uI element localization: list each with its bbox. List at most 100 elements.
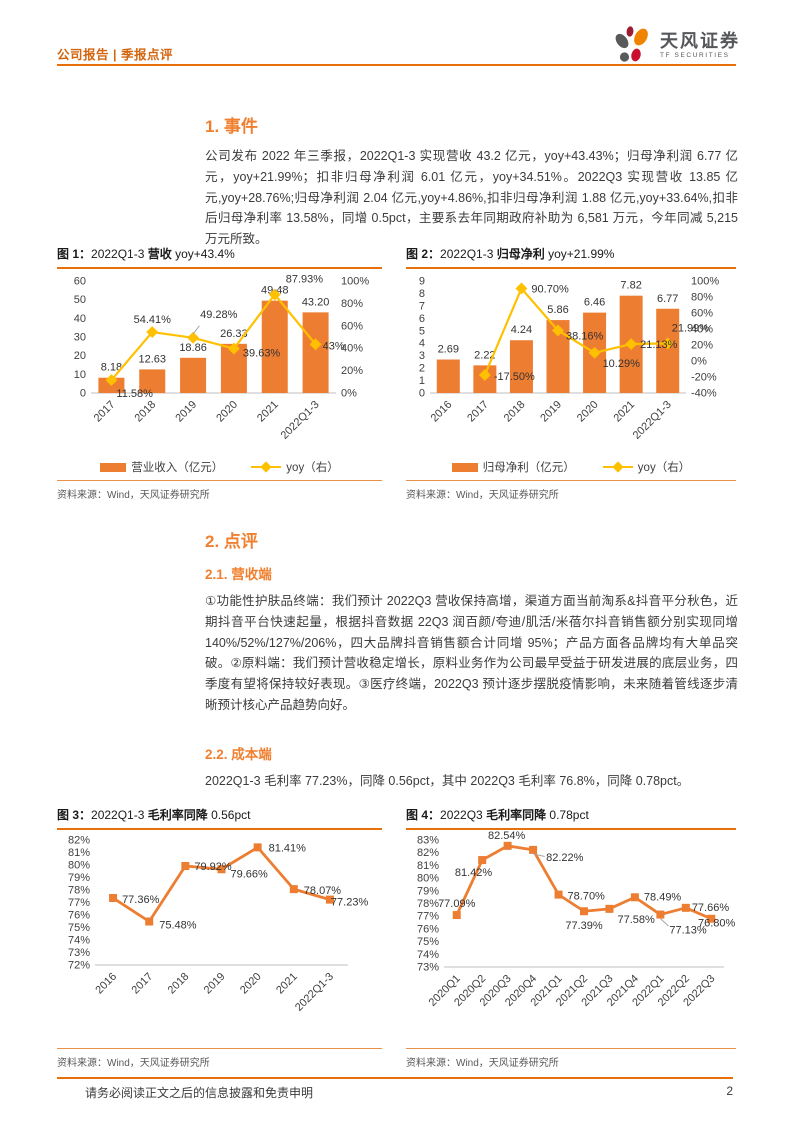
svg-text:40%: 40% [691,324,713,336]
svg-text:81.42%: 81.42% [455,867,493,879]
svg-text:10.29%: 10.29% [603,358,641,370]
report-type-label: 公司报告 | 季报点评 [57,48,173,62]
footer-disclaimer: 请务必阅读正文之后的信息披露和免责申明 [85,1086,314,1100]
svg-text:49.28%: 49.28% [200,309,238,321]
section-2-1-body: ①功能性护肤品终端：我们预计 2022Q3 营收保持高增，渠道方面当前淘系&抖音… [205,594,738,712]
svg-text:38.16%: 38.16% [566,330,604,342]
header-divider [57,64,736,66]
svg-text:77%: 77% [417,911,439,923]
section-2-2-body: 2022Q1-3 毛利率 77.23%，同降 0.56pct，其中 2022Q3… [205,774,690,788]
svg-text:100%: 100% [691,276,719,288]
svg-text:74%: 74% [417,949,439,961]
svg-text:2021: 2021 [255,399,281,425]
svg-text:18.86: 18.86 [179,342,207,354]
svg-text:11.58%: 11.58% [116,388,153,400]
legend-item-revenue: 营业收入（亿元） [100,459,223,475]
svg-text:2019: 2019 [538,399,564,425]
svg-text:26.33: 26.33 [220,328,248,340]
figure-3: 图 3：2022Q1-3 毛利率同降 0.56pct 82% 81% 80% 79% 7… [57,806,382,1069]
svg-text:79.66%: 79.66% [231,868,269,880]
svg-text:-40%: -40% [691,388,717,400]
svg-text:2018: 2018 [166,971,192,997]
svg-text:78.70%: 78.70% [568,891,606,903]
svg-text:80%: 80% [417,873,439,885]
figure-2-source: 资料来源：Wind，天风证券研究所 [406,490,559,501]
logo-en-text: TF SECURITIES [660,51,730,59]
svg-text:77.58%: 77.58% [617,914,655,926]
footer-divider [57,1077,733,1079]
svg-text:76%: 76% [417,923,439,935]
svg-text:79%: 79% [68,872,90,884]
svg-text:2.69: 2.69 [438,344,459,356]
svg-text:83%: 83% [417,835,439,847]
page-number: 2 [726,1084,733,1098]
figure-1-legend: 营业收入（亿元） yoy（右） [57,457,382,477]
svg-text:10: 10 [74,369,86,381]
svg-text:2021: 2021 [611,399,637,425]
svg-text:2022Q1-3: 2022Q1-3 [293,971,336,1014]
svg-text:76%: 76% [68,910,90,922]
svg-text:80%: 80% [68,860,90,872]
svg-text:5.86: 5.86 [547,304,568,316]
svg-text:2022Q1-3: 2022Q1-3 [631,399,674,442]
svg-text:21.13%: 21.13% [640,339,678,351]
bar-swatch-icon [451,462,478,472]
figure-4-source: 资料来源：Wind，天风证券研究所 [406,1058,559,1069]
svg-text:2017: 2017 [465,399,491,425]
svg-text:0%: 0% [341,388,357,400]
tf-securities-logo: 天风证券 TF SECURITIES [612,24,740,66]
figure-2-plot: 9 8 7 6 5 4 3 2 1 0 100% 80% 60% 40% 20% 0% -20% -40% 2016… [406,269,736,457]
svg-text:50: 50 [74,294,86,306]
figure-4-title-rule [406,828,736,830]
figure-1-plot: 60 50 40 30 20 10 0 100% 80% 60% 40% 20% 0% 2017 2018 2… [57,269,382,457]
figure-4-title: 图 4：2022Q3 毛利率同降 0.78pct [406,808,589,822]
svg-text:82.54%: 82.54% [488,830,526,842]
svg-text:2020: 2020 [238,971,264,997]
tf-logo-flower-icon [615,26,648,62]
svg-text:60%: 60% [691,308,713,320]
figure-4: 图 4：2022Q3 毛利率同降 0.78pct 83% 82% 81% 80% 79%… [406,806,736,1069]
svg-text:77.13%: 77.13% [669,925,707,937]
svg-text:2017: 2017 [92,399,118,425]
svg-text:73%: 73% [417,962,439,974]
figure-3-title-rule [57,828,382,830]
svg-text:77.66%: 77.66% [692,902,730,914]
svg-text:81%: 81% [417,860,439,872]
figure-1-title-rule [57,267,382,269]
svg-text:9: 9 [419,276,425,288]
svg-text:60: 60 [74,276,86,288]
svg-text:0: 0 [80,388,86,400]
svg-text:39.63%: 39.63% [243,348,281,360]
svg-text:2016: 2016 [93,971,119,997]
svg-text:-17.50%: -17.50% [494,371,535,383]
logo-cn-text: 天风证券 [660,30,740,51]
svg-text:-20%: -20% [691,372,717,384]
svg-text:60%: 60% [341,320,363,332]
svg-text:79.92%: 79.92% [194,861,232,873]
svg-text:77%: 77% [68,897,90,909]
svg-text:20: 20 [74,350,86,362]
svg-text:54.41%: 54.41% [134,314,172,326]
svg-text:82%: 82% [68,835,90,847]
svg-text:40%: 40% [341,343,363,355]
legend-item-netprofit: 归母净利（亿元） [451,459,575,475]
legend-item-yoy: yoy（右） [251,459,339,475]
svg-text:77.23%: 77.23% [331,897,369,909]
figure-4-plot: 83% 82% 81% 80% 79% 78% 77% 76% 75% 74% 73% 2020Q1 2… [406,830,736,1045]
figure-1-title: 图 1：2022Q1-3 营收 yoy+43.4% [57,247,235,261]
line-swatch-icon [251,461,282,473]
svg-text:2017: 2017 [130,971,156,997]
figure-3-plot: 82% 81% 80% 79% 78% 77% 76% 75% 74% 73% 72% 2016 201… [57,830,382,1045]
section-2-1-heading: 2.1. 营收端 [205,567,272,582]
svg-text:2018: 2018 [502,399,528,425]
svg-text:3: 3 [419,350,425,362]
svg-text:77.39%: 77.39% [565,920,603,932]
figure-1-source: 资料来源：Wind，天风证券研究所 [57,490,210,501]
svg-text:4.24: 4.24 [511,324,532,336]
svg-text:5: 5 [419,325,425,337]
figure-4-source-rule [406,1048,736,1049]
svg-text:8.18: 8.18 [101,362,122,374]
tf-logo-text: 天风证券 TF SECURITIES [660,32,740,59]
svg-text:8: 8 [419,288,425,300]
